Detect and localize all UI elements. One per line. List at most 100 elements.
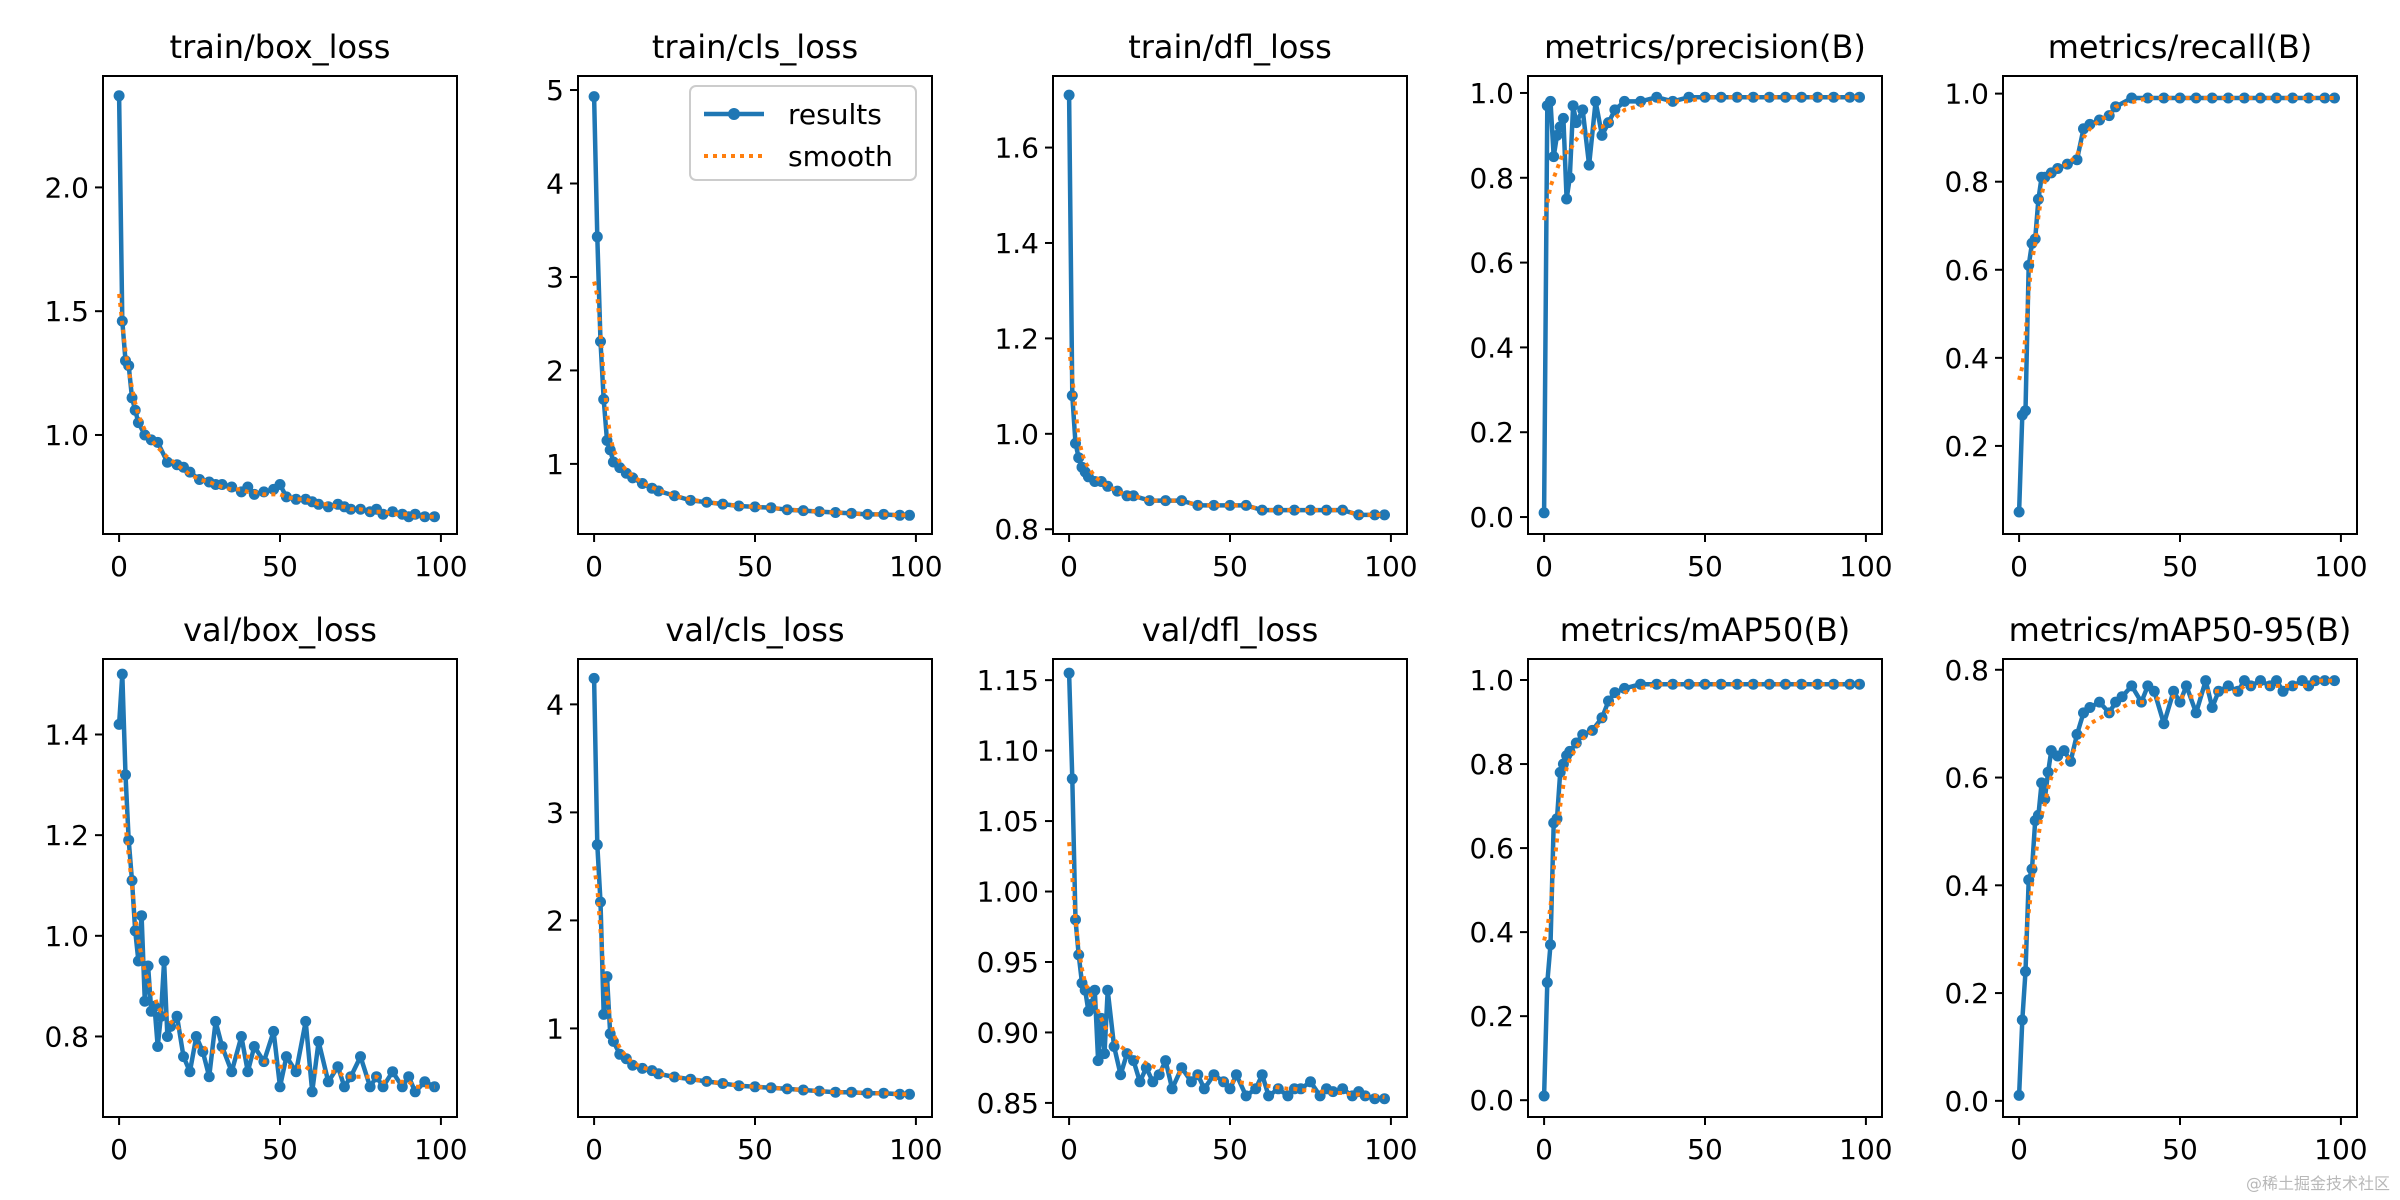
results-point bbox=[429, 511, 440, 523]
x-tick-label: 50 bbox=[737, 550, 773, 583]
x-tick-label: 50 bbox=[2162, 550, 2198, 583]
results-point bbox=[1305, 504, 1316, 516]
results-point bbox=[1551, 129, 1563, 141]
results-point bbox=[1583, 159, 1595, 171]
results-point bbox=[2309, 675, 2321, 687]
results-point bbox=[158, 955, 170, 967]
results-point bbox=[161, 1031, 173, 1042]
results-point bbox=[1557, 758, 1569, 770]
y-tick-label: 4 bbox=[546, 688, 564, 721]
results-point bbox=[1541, 977, 1553, 988]
y-tick-label: 0.6 bbox=[1944, 762, 1989, 795]
results-point bbox=[1567, 100, 1579, 112]
results-point bbox=[258, 486, 270, 498]
results-point bbox=[830, 507, 841, 518]
results-point bbox=[2180, 680, 2192, 692]
results-point bbox=[2126, 680, 2138, 692]
results-point bbox=[1073, 949, 1085, 961]
results-point bbox=[1263, 1090, 1275, 1102]
panel-title: metrics/mAP50(B) bbox=[1560, 611, 1851, 649]
results-point bbox=[1305, 1076, 1316, 1088]
results-point bbox=[2071, 728, 2083, 740]
results-point bbox=[1545, 95, 1556, 107]
panel-title: val/dfl_loss bbox=[1142, 611, 1319, 649]
panel-title: train/box_loss bbox=[170, 28, 391, 66]
results-point bbox=[1102, 984, 1114, 996]
y-tick-label: 0.4 bbox=[1469, 916, 1514, 949]
results-series-line bbox=[1541, 94, 1860, 513]
y-tick-label: 1.2 bbox=[44, 819, 89, 852]
results-point bbox=[274, 1081, 286, 1093]
results-point bbox=[2058, 745, 2070, 757]
results-point bbox=[749, 1081, 761, 1093]
results-point bbox=[203, 1071, 215, 1083]
panel-val-box-loss: val/box_loss 0 50 100 0.8 1.0 1.2 1.4 bbox=[44, 611, 467, 1166]
axes-frame bbox=[1527, 658, 1883, 1118]
results-point bbox=[797, 1084, 809, 1096]
results-point bbox=[155, 1010, 167, 1022]
results-point bbox=[1256, 1069, 1268, 1081]
results-point bbox=[588, 91, 600, 103]
results-point bbox=[216, 479, 228, 490]
y-tick-label: 3 bbox=[546, 261, 564, 294]
y-tick-label: 0.0 bbox=[1469, 1084, 1514, 1117]
results-point bbox=[387, 1066, 399, 1078]
results-point bbox=[2158, 718, 2170, 730]
x-tick-label: 50 bbox=[262, 1133, 298, 1166]
results-point bbox=[1570, 117, 1582, 129]
smooth-series-line bbox=[1542, 682, 1860, 941]
x-tick-label: 100 bbox=[1839, 550, 1892, 583]
results-point bbox=[2032, 193, 2044, 205]
results-point bbox=[300, 1015, 312, 1027]
axes-frame bbox=[1052, 75, 1408, 535]
results-point bbox=[1635, 95, 1647, 107]
results-point bbox=[338, 1081, 350, 1093]
results-point bbox=[1545, 939, 1556, 951]
y-tick-label: 0.8 bbox=[1469, 162, 1514, 195]
results-point bbox=[306, 1086, 318, 1098]
y-tick-label: 2 bbox=[546, 354, 564, 387]
results-point bbox=[1379, 1093, 1390, 1105]
results-point bbox=[1089, 984, 1101, 996]
x-tick-label: 100 bbox=[414, 550, 467, 583]
y-tick-label: 1.4 bbox=[44, 718, 89, 751]
results-point bbox=[1596, 129, 1608, 141]
results-point bbox=[1176, 1062, 1188, 1074]
results-point bbox=[355, 1051, 366, 1063]
results-point bbox=[669, 1071, 680, 1083]
x-tick-label: 0 bbox=[2010, 550, 2028, 583]
results-point bbox=[2020, 966, 2031, 977]
results-point bbox=[601, 971, 613, 983]
y-tick-label: 0.2 bbox=[1469, 1000, 1514, 1033]
results-point bbox=[1557, 112, 1569, 124]
panel-title: train/dfl_loss bbox=[1128, 28, 1332, 66]
results-point bbox=[280, 1051, 292, 1063]
results-point bbox=[2287, 92, 2299, 104]
panel-metrics-precision-b: metrics/precision(B) 0 50 100 0.0 0.2 0.4 0.6 0.… bbox=[1469, 28, 1892, 583]
results-point bbox=[830, 1086, 841, 1098]
results-point bbox=[733, 1080, 745, 1092]
y-tick-label: 0.90 bbox=[977, 1016, 1039, 1049]
results-point bbox=[290, 493, 302, 505]
x-tick-label: 100 bbox=[1839, 1133, 1892, 1166]
results-point bbox=[2238, 92, 2250, 104]
results-point bbox=[1538, 507, 1550, 519]
results-point bbox=[190, 1031, 202, 1042]
results-point bbox=[591, 231, 603, 243]
results-point bbox=[403, 1071, 415, 1083]
results-point bbox=[598, 1008, 610, 1020]
results-point bbox=[419, 511, 431, 523]
results-point bbox=[2084, 702, 2096, 713]
y-tick-label: 0.6 bbox=[1469, 832, 1514, 865]
results-point bbox=[749, 501, 761, 513]
legend: results smooth bbox=[689, 85, 917, 181]
results-point bbox=[2013, 506, 2025, 518]
axes-frame bbox=[2002, 658, 2358, 1118]
x-tick-label: 50 bbox=[737, 1133, 773, 1166]
results-point bbox=[1561, 193, 1573, 205]
panel-title: metrics/mAP50-95(B) bbox=[2009, 611, 2352, 649]
x-tick-label: 50 bbox=[2162, 1133, 2198, 1166]
results-point bbox=[2287, 680, 2299, 692]
panel-val-cls-loss: val/cls_loss 0 50 100 1 2 3 4 bbox=[546, 611, 942, 1166]
results-point bbox=[1554, 766, 1566, 778]
